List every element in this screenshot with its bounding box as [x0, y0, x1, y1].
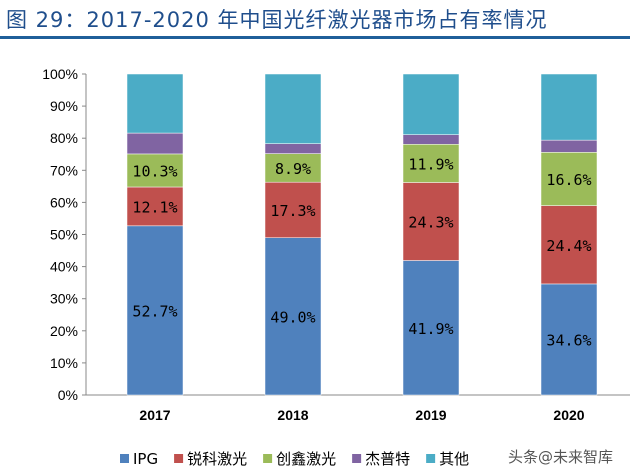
x-tick-label: 2020: [553, 407, 584, 423]
y-tick-label: 20%: [50, 323, 78, 339]
bar-segment: [264, 181, 322, 238]
data-label: 49.0%: [270, 308, 315, 326]
legend-swatch: [352, 454, 362, 463]
legend-label: 其他: [439, 450, 469, 468]
x-tick-label: 2018: [277, 407, 308, 423]
bar-segment: [126, 73, 184, 134]
data-label: 34.6%: [546, 331, 591, 349]
bar-segment: [126, 132, 184, 155]
title-divider: [0, 36, 630, 39]
y-tick-label: 100%: [42, 66, 78, 82]
legend-swatch: [174, 454, 184, 463]
data-label: 11.9%: [408, 155, 453, 173]
y-tick-label: 50%: [50, 227, 78, 243]
legend-label: 创鑫激光: [276, 450, 336, 468]
bar-segment: [264, 237, 322, 396]
bar-segment: [540, 205, 598, 285]
bar-segment: [540, 152, 598, 206]
legend-swatch: [426, 454, 436, 463]
y-tick-label: 30%: [50, 291, 78, 307]
data-label: 24.3%: [408, 213, 453, 231]
data-label: 16.6%: [546, 171, 591, 189]
y-tick-label: 80%: [50, 130, 78, 146]
bar-segment: [264, 73, 322, 144]
bar-segment: [540, 73, 598, 141]
data-label: 10.3%: [132, 162, 177, 180]
data-label: 41.9%: [408, 320, 453, 338]
data-label: 24.4%: [546, 237, 591, 255]
bar-segment: [264, 143, 322, 154]
legend-label: IPG: [133, 450, 158, 468]
bar-segment: [540, 283, 598, 396]
bar-segment: [540, 139, 598, 153]
data-label: 17.3%: [270, 202, 315, 220]
legend-swatch: [120, 454, 129, 463]
data-label: 8.9%: [275, 160, 311, 178]
legend-label: 锐科激光: [187, 450, 247, 468]
y-tick-label: 70%: [50, 162, 78, 178]
bar-segment: [402, 134, 460, 145]
y-tick-label: 60%: [50, 194, 78, 210]
data-label: 12.1%: [132, 198, 177, 216]
legend-swatch: [263, 454, 273, 463]
bar-segment: [402, 73, 460, 135]
legend-label: 杰普特: [365, 450, 410, 468]
data-label: 52.7%: [132, 302, 177, 320]
bar-segment: [264, 153, 322, 183]
bar-segment: [402, 260, 460, 396]
y-tick-label: 40%: [50, 259, 78, 275]
bar-segment: [402, 144, 460, 183]
chart-title: 图 29：2017-2020 年中国光纤激光器市场占有率情况: [6, 8, 548, 32]
watermark: 头条@未来智库: [508, 448, 614, 466]
bar-segment: [126, 225, 184, 396]
x-tick-label: 2017: [139, 407, 170, 423]
y-tick-label: 90%: [50, 98, 78, 114]
x-tick-label: 2019: [415, 407, 446, 423]
y-tick-label: 10%: [50, 355, 78, 371]
y-tick-label: 0%: [58, 387, 78, 403]
